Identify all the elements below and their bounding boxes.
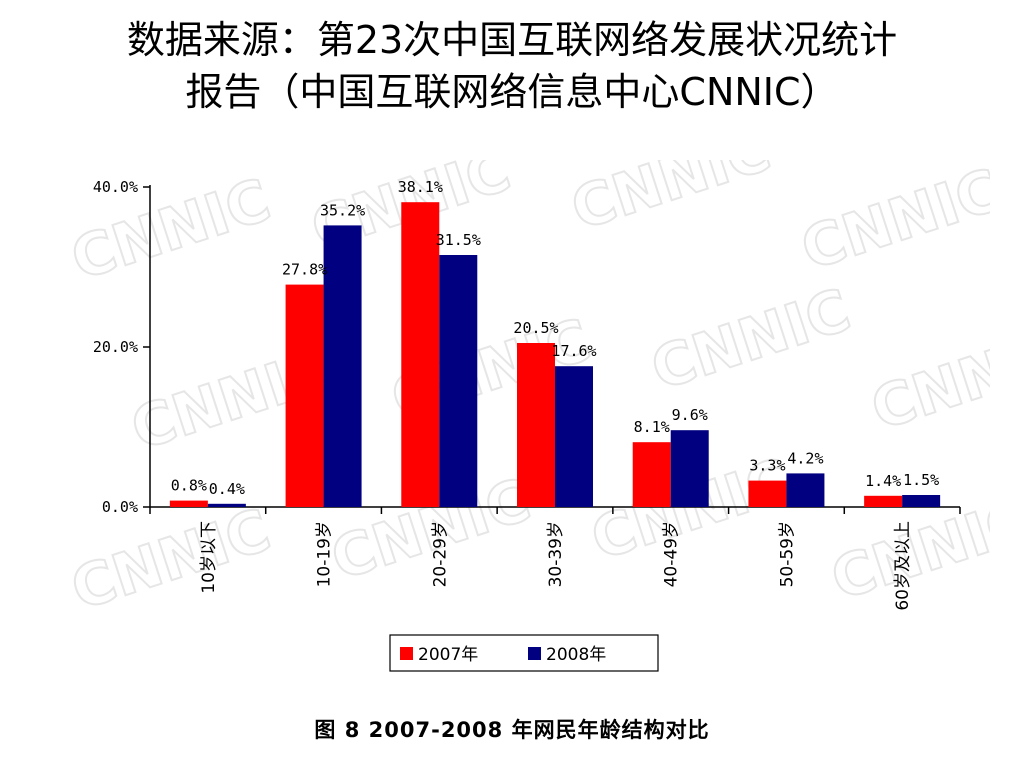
data-label: 38.1% — [398, 178, 443, 196]
title-line-1: 数据来源：第23次中国互联网络发展状况统计 — [126, 18, 898, 62]
data-labels: 0.8% 27.8% 38.1% 20.5% 8.1% 3.3% 1.4% 0.4% 35.2%… — [171, 178, 939, 498]
bar-2007 — [169, 500, 208, 507]
bar-2008 — [902, 495, 941, 507]
x-category-label: 10岁以下 — [199, 521, 219, 594]
title-line-2: 报告（中国互联网络信息中心CNNIC） — [185, 70, 839, 114]
legend-swatch — [400, 647, 413, 660]
x-category-label: 20-29岁 — [430, 521, 450, 587]
legend-swatch — [528, 647, 541, 660]
bar-2007 — [864, 495, 903, 507]
x-category-label: 60岁及以上 — [893, 521, 913, 611]
bars — [169, 202, 941, 507]
bar-2007 — [748, 480, 787, 507]
data-label: 35.2% — [320, 201, 365, 219]
watermark-text: CNNIC — [863, 316, 990, 444]
bar-2008 — [323, 225, 362, 507]
watermark-text: CNNIC — [63, 496, 278, 624]
watermark-text: CNNIC — [563, 160, 778, 243]
data-label: 3.3% — [749, 457, 785, 475]
data-label: 9.6% — [672, 406, 708, 424]
y-tick-label: 20.0% — [93, 338, 138, 356]
bar-2008 — [670, 430, 709, 507]
x-category-label: 40-49岁 — [662, 521, 682, 587]
watermark-text: CNNIC — [793, 160, 990, 283]
data-label: 0.4% — [209, 480, 245, 498]
figure-caption: 图 8 2007-2008 年网民年龄结构对比 — [314, 718, 710, 742]
data-label: 1.5% — [903, 471, 939, 489]
x-category-label: 50-59岁 — [777, 521, 797, 587]
data-label: 0.8% — [171, 477, 207, 495]
bar-2008 — [555, 366, 593, 507]
y-tick-label: 0.0% — [102, 498, 138, 516]
legend-label: 2007年 — [418, 645, 478, 665]
data-label: 8.1% — [634, 418, 670, 436]
bar-2007 — [517, 343, 555, 507]
watermark-text: CNNIC — [643, 276, 858, 404]
data-label: 17.6% — [551, 342, 596, 360]
data-label: 20.5% — [513, 319, 558, 337]
slide-title: 数据来源：第23次中国互联网络发展状况统计 报告（中国互联网络信息中心CNNIC… — [20, 14, 1004, 118]
legend: 2007年 2008年 — [389, 634, 659, 672]
x-category-label: 10-19岁 — [315, 521, 335, 587]
data-label: 31.5% — [436, 231, 481, 249]
bar-2008 — [439, 255, 478, 507]
chart-area: CNNIC CNNIC CNNIC CNNIC CNNIC CNNIC CNNIC CNNIC… — [20, 160, 990, 690]
legend-label: 2008年 — [546, 645, 606, 665]
bar-2008 — [207, 503, 246, 507]
y-tick-label: 40.0% — [93, 178, 138, 196]
data-label: 4.2% — [787, 449, 823, 467]
x-category-label: 30-39岁 — [546, 521, 566, 587]
bar-2008 — [786, 473, 825, 507]
bar-2007 — [401, 202, 440, 507]
data-label: 27.8% — [282, 261, 327, 279]
legend-box — [389, 634, 659, 672]
axes: 0.0% 20.0% 40.0% 10岁以下 10-19岁 20-29岁 30-39岁 40-… — [93, 178, 961, 611]
bar-2007 — [632, 442, 671, 507]
data-label: 1.4% — [865, 472, 901, 490]
bar-2007 — [285, 284, 324, 507]
